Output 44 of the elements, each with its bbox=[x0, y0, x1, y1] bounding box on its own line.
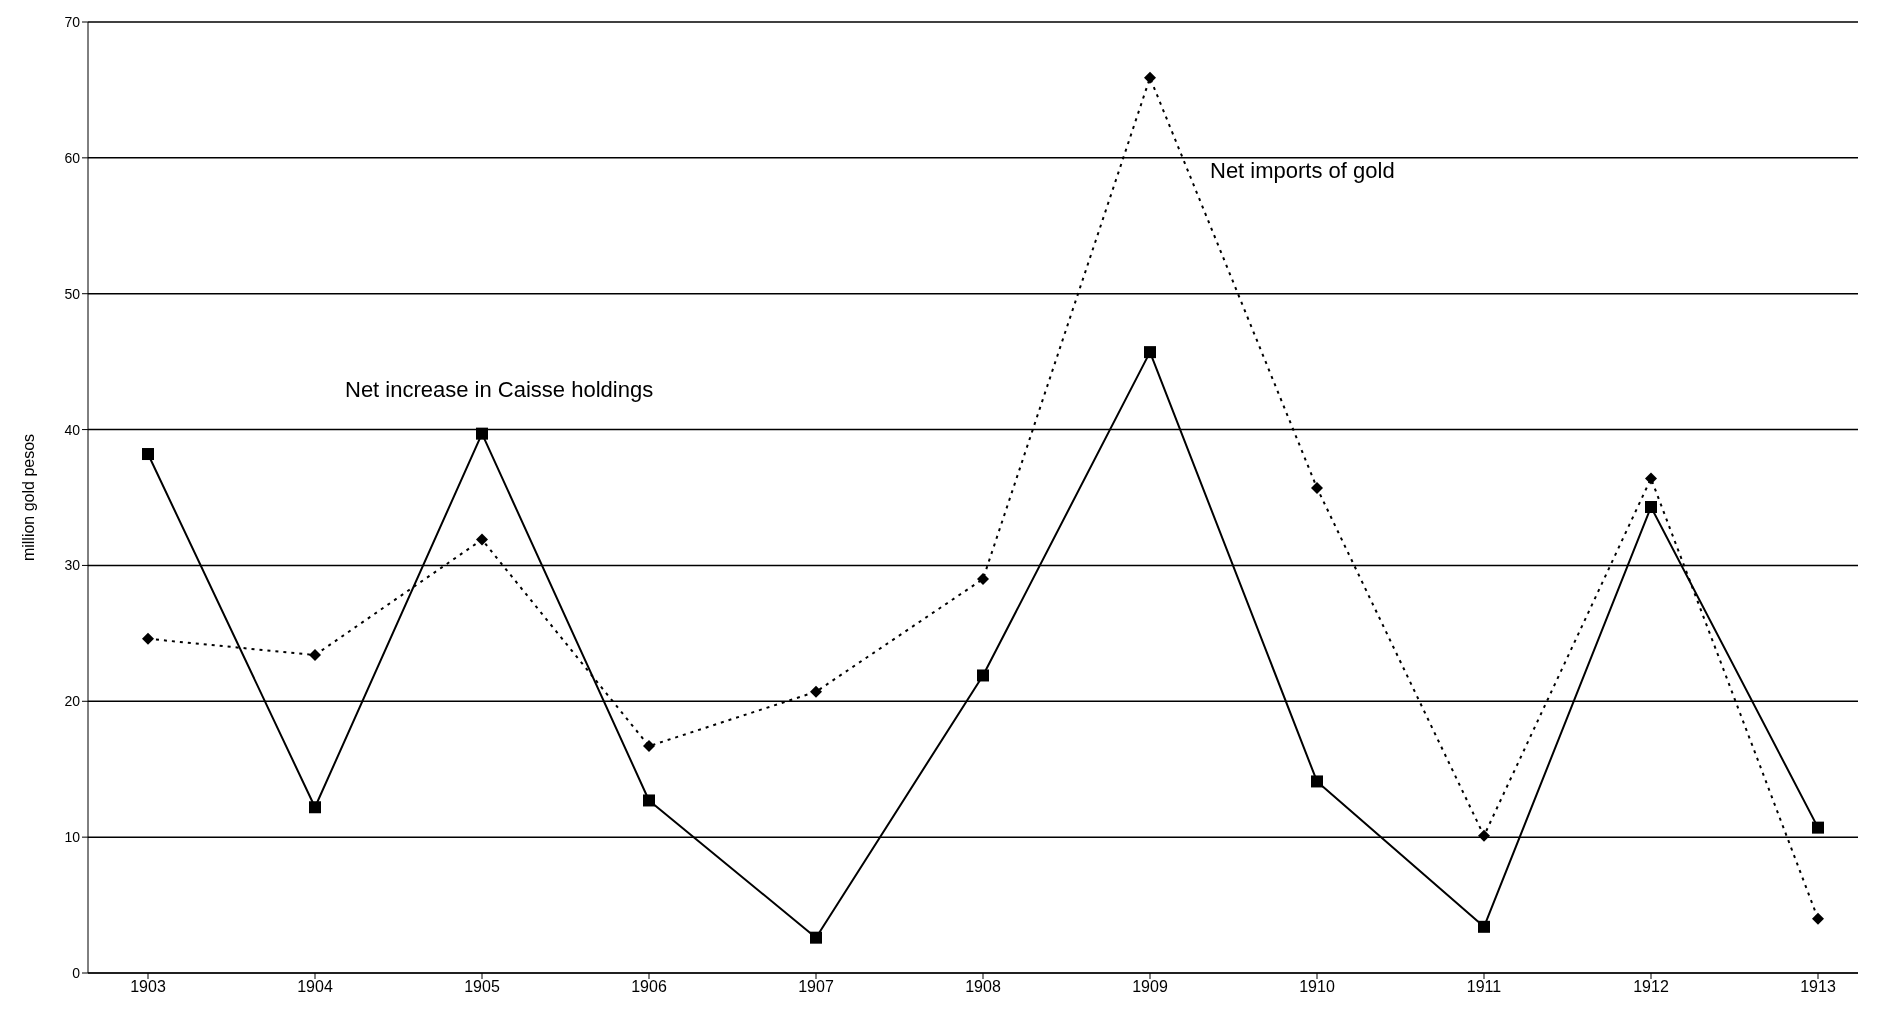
y-tick-label: 20 bbox=[64, 693, 81, 710]
point bbox=[1645, 472, 1657, 485]
point bbox=[643, 794, 655, 807]
x-tick-label: 1913 bbox=[1800, 978, 1836, 996]
point bbox=[1812, 821, 1824, 834]
point bbox=[309, 649, 321, 662]
x-tick-label: 1911 bbox=[1466, 978, 1502, 996]
x-tick-label: 1908 bbox=[965, 978, 1001, 996]
point bbox=[476, 427, 488, 440]
point bbox=[810, 931, 822, 944]
x-tick-label: 1907 bbox=[798, 978, 834, 996]
y-tick-label: 60 bbox=[64, 149, 81, 166]
y-tick-label: 30 bbox=[64, 557, 81, 574]
x-tick-label: 1905 bbox=[464, 978, 500, 996]
point bbox=[1311, 481, 1323, 494]
y-tick-label: 0 bbox=[72, 964, 81, 981]
point bbox=[1645, 501, 1657, 514]
point bbox=[977, 669, 989, 682]
point bbox=[643, 740, 655, 753]
y-tick-label: 40 bbox=[64, 421, 81, 438]
point bbox=[977, 573, 989, 586]
y-tick-label: 50 bbox=[64, 285, 81, 302]
point bbox=[1144, 346, 1156, 359]
point bbox=[1812, 912, 1824, 925]
x-tick-label: 1910 bbox=[1299, 978, 1335, 996]
x-tick-label: 1904 bbox=[297, 978, 333, 996]
series-label: Net imports of gold bbox=[1210, 157, 1395, 183]
point bbox=[1311, 775, 1323, 788]
x-tick-label: 1903 bbox=[130, 978, 166, 996]
x-tick-label: 1906 bbox=[631, 978, 667, 996]
point bbox=[1478, 920, 1490, 933]
x-tick-label: 1909 bbox=[1132, 978, 1168, 996]
point bbox=[142, 632, 154, 645]
point bbox=[810, 685, 822, 698]
series-label: Net increase in Caisse holdings bbox=[345, 377, 654, 403]
point bbox=[1478, 829, 1490, 842]
point bbox=[1144, 71, 1156, 84]
point bbox=[309, 801, 321, 814]
y-tick-label: 10 bbox=[64, 829, 81, 846]
y-tick-label: 70 bbox=[64, 13, 81, 30]
point bbox=[476, 533, 488, 546]
point bbox=[142, 448, 154, 461]
x-tick-label: 1912 bbox=[1633, 978, 1669, 996]
y-axis-title: million gold pesos bbox=[19, 433, 37, 562]
